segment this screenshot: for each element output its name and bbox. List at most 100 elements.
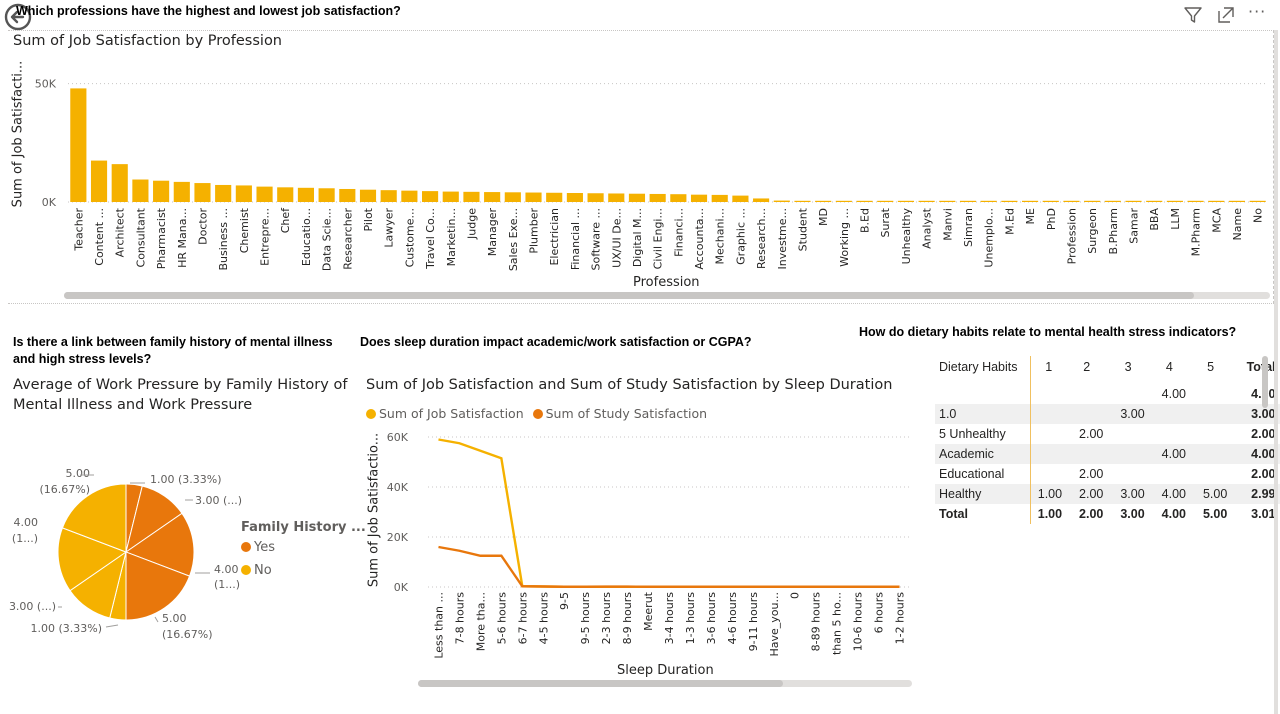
diet-matrix-scrollbar[interactable] bbox=[1262, 356, 1268, 408]
x-tick-label-24: Financial ... bbox=[569, 208, 582, 270]
x-tick-label-14: 4-6 hours bbox=[726, 592, 739, 645]
x-tick-label-6: 9-5 bbox=[558, 592, 571, 610]
matrix-row: Healthy 1.00 2.00 3.00 4.00 5.00 2.99 bbox=[935, 484, 1280, 504]
matrix-cell bbox=[1031, 464, 1066, 484]
legend-item-job[interactable]: Sum of Job Satisfaction bbox=[366, 406, 524, 421]
focus-mode-button[interactable] bbox=[1216, 5, 1236, 25]
x-tick-label-55: MCA bbox=[1210, 208, 1223, 233]
x-tick-label-13: Researcher bbox=[341, 208, 354, 270]
x-tick-label-48: Profession bbox=[1065, 208, 1078, 264]
pie-label-4: 5.00 bbox=[162, 612, 187, 625]
sleep-legend: Sum of Job Satisfaction Sum of Study Sat… bbox=[366, 406, 707, 421]
matrix-cell: Total bbox=[1231, 356, 1279, 384]
matrix-cell: Total bbox=[935, 504, 1032, 524]
pie-label-8: 4.00 bbox=[14, 516, 39, 529]
x-tick-label-52: BBA bbox=[1148, 208, 1161, 231]
matrix-cell bbox=[1066, 404, 1108, 424]
matrix-cell bbox=[1190, 464, 1231, 484]
x-tick-label-4: Pharmacist bbox=[155, 207, 168, 269]
pie-label-11: (16.67%) bbox=[39, 483, 90, 496]
bar-26 bbox=[608, 193, 625, 202]
x-tick-label-1: Content ... bbox=[93, 208, 106, 266]
bar-23 bbox=[546, 192, 563, 202]
matrix-cell: 4.00 bbox=[1148, 444, 1190, 464]
filter-icon bbox=[1184, 7, 1202, 23]
matrix-cell bbox=[1107, 384, 1148, 404]
pie-label-2: 4.00 bbox=[214, 563, 239, 576]
x-tick-label-31: Mechani... bbox=[714, 208, 727, 265]
x-tick-label-3: Consultant bbox=[134, 207, 147, 267]
matrix-cell: 2.00 bbox=[1079, 507, 1104, 521]
bar-34 bbox=[773, 200, 790, 202]
bar-57 bbox=[1249, 200, 1266, 202]
matrix-cell bbox=[1107, 424, 1148, 444]
family-question: Is there a link between family history o… bbox=[13, 335, 333, 366]
y-tick-label: 40K bbox=[387, 481, 409, 494]
legend-item-no[interactable]: No bbox=[241, 563, 366, 578]
matrix-cell: 3 bbox=[1124, 360, 1132, 374]
matrix-cell: 3.01 bbox=[1251, 507, 1276, 521]
x-tick-label-19: than 5 ho... bbox=[831, 592, 844, 655]
x-tick-label-40: Unhealthy bbox=[900, 208, 913, 265]
legend-dot-no bbox=[241, 565, 251, 575]
x-tick-label-0: Less than ... bbox=[432, 592, 445, 659]
bar-18 bbox=[442, 191, 459, 202]
x-tick-label-2: More tha... bbox=[474, 592, 487, 651]
x-tick-label-27: Digital M... bbox=[631, 208, 644, 267]
x-tick-label-45: M.Ed bbox=[1003, 208, 1016, 235]
x-tick-label-12: 1-3 hours bbox=[684, 592, 697, 645]
pie-leader-4 bbox=[105, 624, 119, 628]
matrix-cell: 1.0 bbox=[935, 404, 1032, 424]
matrix-cell: 1.00 bbox=[1037, 507, 1063, 521]
x-tick-label-18: Marketin... bbox=[445, 208, 458, 266]
x-tick-label-16: Custome... bbox=[403, 208, 416, 267]
filter-button[interactable] bbox=[1183, 5, 1203, 25]
bar-56 bbox=[1228, 200, 1246, 202]
x-tick-label-9: 8-9 hours bbox=[621, 592, 634, 645]
right-edge-scrollbar[interactable] bbox=[1274, 30, 1278, 714]
x-tick-label-8: 2-3 hours bbox=[600, 592, 613, 645]
legend-item-yes[interactable]: Yes bbox=[241, 540, 366, 555]
bar-25 bbox=[587, 193, 604, 202]
sleep-scrollbar[interactable] bbox=[418, 680, 912, 687]
matrix-cell: 5.00 bbox=[1202, 507, 1228, 521]
bar-46 bbox=[1022, 200, 1039, 202]
x-tick-label-38: B.Ed bbox=[859, 208, 872, 233]
more-options-icon: ··· bbox=[1248, 2, 1267, 21]
x-tick-label-22: 1-2 hours bbox=[894, 592, 907, 645]
x-tick-label-10: Meerut bbox=[642, 591, 655, 631]
back-button[interactable] bbox=[3, 2, 33, 32]
more-options-button[interactable]: ··· bbox=[1248, 2, 1272, 24]
sleep-scrollbar-thumb[interactable] bbox=[418, 680, 783, 687]
legend-label-job: Sum of Job Satisfaction bbox=[379, 406, 524, 421]
profession-scrollbar-thumb[interactable] bbox=[64, 292, 1194, 299]
x-tick-label-19: Judge bbox=[465, 208, 478, 240]
bar-35 bbox=[794, 200, 811, 202]
bar-1 bbox=[90, 160, 108, 202]
matrix-row: Academic 4.00 4.00 bbox=[935, 444, 1280, 464]
x-tick-label-17: Travel Co... bbox=[424, 208, 437, 270]
bar-6 bbox=[194, 183, 211, 202]
focus-mode-icon bbox=[1218, 7, 1234, 23]
bar-44 bbox=[980, 200, 997, 202]
legend-item-study[interactable]: Sum of Study Satisfaction bbox=[532, 406, 707, 421]
matrix-cell: 2 bbox=[1083, 360, 1091, 374]
x-tick-label-14: Pilot bbox=[362, 207, 375, 231]
bar-31 bbox=[711, 194, 728, 202]
x-tick-label-30: Accounta... bbox=[693, 208, 706, 270]
x-tick-label-42: Manvi bbox=[941, 208, 954, 241]
diet-matrix: Dietary Habits12345Total4.004.001.03.003… bbox=[935, 356, 1280, 524]
bar-20 bbox=[484, 192, 501, 202]
bar-54 bbox=[1187, 200, 1204, 202]
matrix-row: 5 Unhealthy 2.00 2.00 bbox=[935, 424, 1280, 444]
x-tick-label-5: 4-5 hours bbox=[537, 592, 550, 645]
x-tick-label-2: Architect bbox=[114, 207, 127, 257]
pie-label-10: 5.00 bbox=[66, 467, 91, 480]
x-tick-label-33: Research... bbox=[755, 208, 768, 269]
pie-slice-7 bbox=[61, 483, 127, 553]
profession-scrollbar[interactable] bbox=[64, 292, 1270, 299]
matrix-cell: 3.00 bbox=[1120, 507, 1145, 521]
x-tick-label-49: Surgeon bbox=[1086, 208, 1099, 254]
pie-slice-2 bbox=[124, 512, 195, 577]
pie-slice-3 bbox=[125, 551, 191, 621]
